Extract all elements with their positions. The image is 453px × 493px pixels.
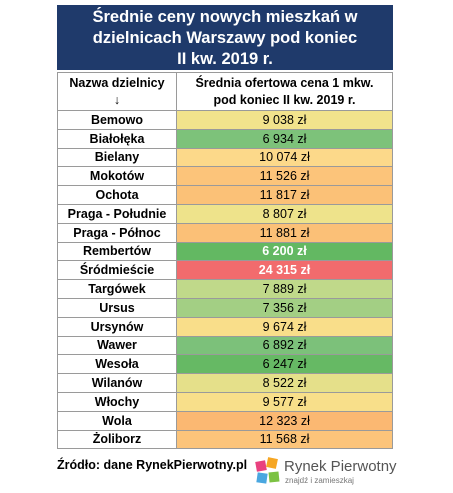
district-cell: Mokotów — [57, 166, 177, 187]
district-cell: Praga - Północ — [57, 222, 177, 243]
table-row: Bielany 10 074 zł — [57, 147, 393, 168]
district-cell: Bemowo — [57, 110, 177, 130]
table-row: Wesoła 6 247 zł — [57, 354, 393, 375]
district-cell: Ochota — [57, 185, 177, 205]
table-row: Wawer 6 892 zł — [57, 335, 393, 356]
table-row: Praga - Południe 8 807 zł — [57, 203, 393, 224]
price-cell: 12 323 zł — [176, 410, 393, 431]
price-cell: 11 526 zł — [176, 166, 393, 187]
logo-icon — [255, 457, 280, 484]
price-cell: 11 817 zł — [176, 185, 393, 205]
title: Średnie ceny nowych mieszkań w dzielnica… — [57, 5, 393, 70]
header-cell: Średnia ofertowa cena 1 mkw. pod koniec I… — [176, 72, 393, 111]
district-cell: Wilanów — [57, 373, 177, 393]
price-cell: 6 247 zł — [176, 354, 393, 375]
title-line: Średnie ceny nowych mieszkań w — [92, 8, 358, 26]
table-row: Białołęka 6 934 zł — [57, 128, 393, 149]
district-cell: Włochy — [57, 391, 177, 412]
header-text: ↓ — [113, 92, 121, 107]
header-row: Nazwa dzielnicy ↓ Średnia ofertowa cena 1… — [57, 72, 393, 111]
price-cell: 6 934 zł — [176, 128, 393, 149]
district-cell: Rembertów — [57, 241, 177, 262]
district-cell: Targówek — [57, 279, 177, 299]
district-cell: Bielany — [57, 147, 177, 168]
price-cell: 24 315 zł — [176, 260, 393, 281]
district-cell: Ursus — [57, 297, 177, 318]
table-row: Rembertów 6 200 zł — [57, 241, 393, 262]
table-row: Wola 12 323 zł — [57, 410, 393, 431]
source: Źródło: dane RynekPierwotny.pl — [57, 458, 248, 472]
table-row: Praga - Północ 11 881 zł — [57, 222, 393, 243]
price-cell: 9 674 zł — [176, 316, 393, 337]
district-cell: Białołęka — [57, 128, 177, 149]
table-row: Żoliborz 11 568 zł — [57, 429, 393, 450]
price-cell: 8 522 zł — [176, 373, 393, 393]
header-text: Średnia ofertowa cena 1 mkw. — [195, 75, 374, 90]
price-cell: 7 356 zł — [176, 297, 393, 318]
table-row: Targówek 7 889 zł — [57, 279, 393, 299]
header-cell: Nazwa dzielnicy ↓ — [57, 72, 177, 111]
logo-name: Rynek Pierwotny — [284, 458, 397, 475]
table-row: Ursynów 9 674 zł — [57, 316, 393, 337]
district-cell: Wola — [57, 410, 177, 431]
district-cell: Wawer — [57, 335, 177, 356]
district-cell: Wesoła — [57, 354, 177, 375]
header-text: pod koniec II kw. 2019 r. — [213, 92, 356, 107]
price-cell: 9 577 zł — [176, 391, 393, 412]
table-row: Ursus 7 356 zł — [57, 297, 393, 318]
table-body: Bemowo 9 038 zł Białołęka 6 934 zł Bielany 10… — [57, 110, 393, 450]
table-row: Wilanów 8 522 zł — [57, 373, 393, 393]
header-text: Nazwa dzielnicy — [69, 75, 165, 90]
price-cell: 11 568 zł — [176, 429, 393, 450]
price-cell: 9 038 zł — [176, 110, 393, 130]
district-cell: Ursynów — [57, 316, 177, 337]
table-row: Włochy 9 577 zł — [57, 391, 393, 412]
price-cell: 8 807 zł — [176, 203, 393, 224]
title-line: II kw. 2019 r. — [177, 50, 273, 68]
table-row: Mokotów 11 526 zł — [57, 166, 393, 187]
table-row: Ochota 11 817 zł — [57, 185, 393, 205]
price-cell: 11 881 zł — [176, 222, 393, 243]
district-cell: Żoliborz — [57, 429, 177, 450]
price-table: Nazwa dzielnicy ↓ Średnia ofertowa cena 1… — [57, 72, 393, 450]
logo-tagline: znajdź i zamieszkaj — [285, 476, 354, 485]
price-cell: 6 892 zł — [176, 335, 393, 356]
district-cell: Praga - Południe — [57, 203, 177, 224]
price-cell: 10 074 zł — [176, 147, 393, 168]
table-row: Śródmieście 24 315 zł — [57, 260, 393, 281]
title-line: dzielnicach Warszawy pod koniec — [92, 29, 358, 47]
price-cell: 6 200 zł — [176, 241, 393, 262]
price-cell: 7 889 zł — [176, 279, 393, 299]
district-cell: Śródmieście — [57, 260, 177, 281]
table-row: Bemowo 9 038 zł — [57, 110, 393, 130]
